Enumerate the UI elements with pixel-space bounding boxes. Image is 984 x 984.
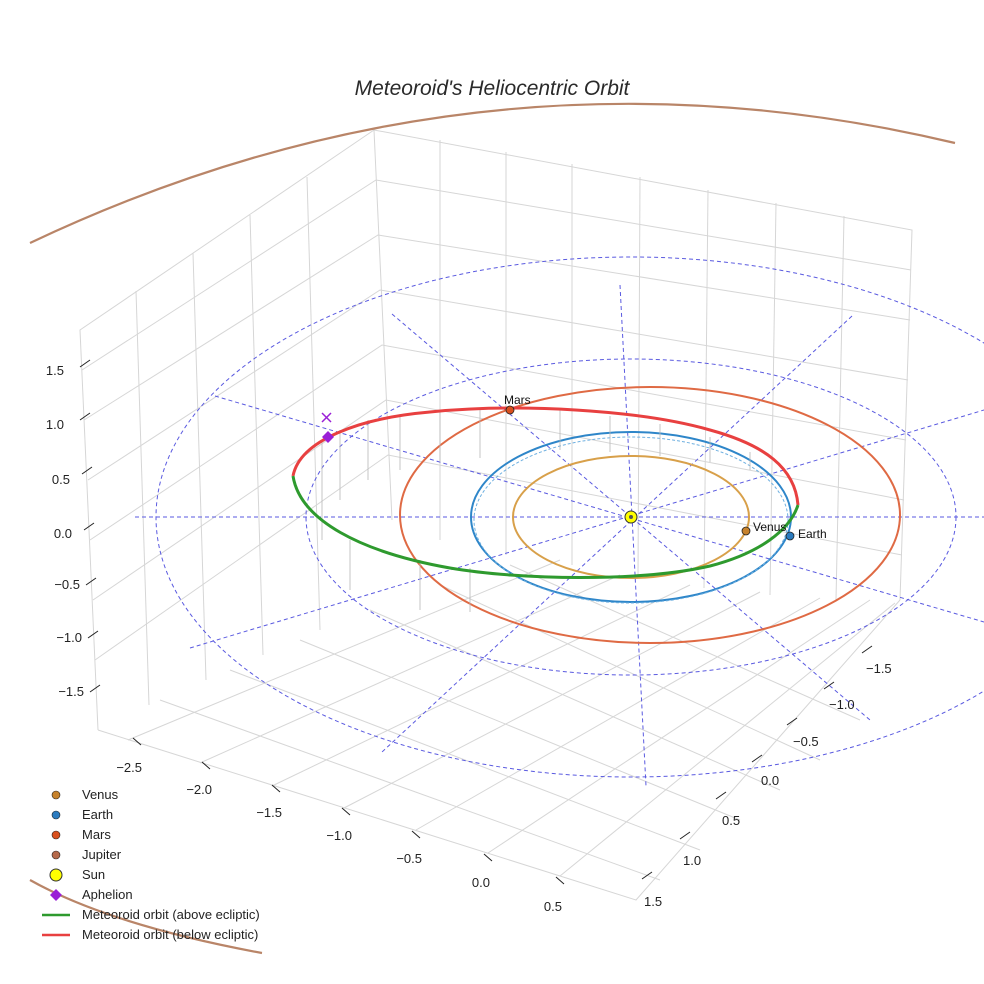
jupiter-orbit (29, 102, 956, 244)
venus-marker (741, 526, 751, 536)
x-tick-3: −1.5 (256, 805, 282, 820)
aphelion-marker (322, 431, 334, 443)
x-axis: −2.5 −2.0 −1.5 −1.0 −0.5 0.0 0.5 (116, 737, 565, 914)
z-tick-5: −0.5 (54, 577, 80, 592)
meteoroid-orbit-above-ecliptic (291, 475, 800, 579)
earth-orbit-trace (473, 436, 789, 604)
legend-label: Sun (82, 867, 105, 882)
legend-marker (51, 810, 61, 820)
earth-label: Earth (798, 527, 827, 541)
ecliptic-grid (135, 256, 984, 787)
x-tick-4: −1.0 (326, 828, 352, 843)
z-tick-4: 0.0 (54, 526, 72, 541)
mars-marker (505, 405, 515, 415)
legend-marker (51, 790, 61, 800)
legend-label: Meteoroid orbit (above ecliptic) (82, 907, 260, 922)
legend: Venus Earth Mars Jupiter Sun Aphelion Meteoroi… (42, 787, 260, 942)
legend-label: Aphelion (82, 887, 133, 902)
venus-label: Venus (753, 520, 786, 534)
x-tick-6: 0.0 (472, 875, 490, 890)
meteoroid-drop-lines (321, 408, 751, 612)
z-tick-3: 0.5 (52, 472, 70, 487)
x-tick-5: −0.5 (396, 851, 422, 866)
legend-item-aphelion: Aphelion (50, 887, 133, 902)
y-tick-7: 1.5 (644, 894, 662, 909)
mars-label: Mars (504, 393, 531, 407)
axis-panes (79, 129, 913, 901)
y-tick-3: −0.5 (793, 734, 819, 749)
legend-marker (50, 889, 62, 901)
chart-title: Meteoroid's Heliocentric Orbit (355, 77, 631, 100)
legend-label: Venus (82, 787, 119, 802)
legend-marker (49, 868, 63, 882)
legend-marker (51, 850, 61, 860)
legend-item-jupiter: Jupiter (51, 847, 122, 862)
jupiter-orbit-lower (29, 879, 263, 955)
x-tick-7: 0.5 (544, 899, 562, 914)
earth-marker (785, 531, 795, 541)
y-axis: −1.5 −1.0 −0.5 0.0 0.5 1.0 1.5 (641, 645, 892, 909)
z-tick-6: −1.0 (56, 630, 82, 645)
legend-item-meteoroid-orbit-below-ecliptic: Meteoroid orbit (below ecliptic) (42, 927, 258, 942)
legend-marker (51, 830, 61, 840)
y-tick-1: −1.5 (866, 661, 892, 676)
z-axis: 1.5 1.0 0.5 0.0 −0.5 −1.0 −1.5 (46, 359, 101, 699)
legend-item-sun: Sun (49, 867, 105, 882)
legend-item-earth: Earth (51, 807, 113, 822)
mars-orbit (399, 386, 901, 644)
z-tick-1: 1.5 (46, 363, 64, 378)
legend-label: Mars (82, 827, 111, 842)
sun (624, 510, 638, 524)
legend-label: Meteoroid orbit (below ecliptic) (82, 927, 258, 942)
z-tick-7: −1.5 (58, 684, 84, 699)
y-tick-5: 0.5 (722, 813, 740, 828)
y-tick-2: −1.0 (829, 697, 855, 712)
aphelion-projection-marker (321, 412, 332, 423)
legend-label: Jupiter (82, 847, 122, 862)
x-tick-1: −2.5 (116, 760, 142, 775)
meteoroid-orbit-below-ecliptic (291, 406, 800, 506)
x-tick-2: −2.0 (186, 782, 212, 797)
legend-item-meteoroid-orbit-above-ecliptic: Meteoroid orbit (above ecliptic) (42, 907, 260, 922)
z-tick-2: 1.0 (46, 417, 64, 432)
y-tick-6: 1.0 (683, 853, 701, 868)
legend-label: Earth (82, 807, 113, 822)
legend-item-venus: Venus (51, 787, 119, 802)
venus-orbit (512, 455, 750, 579)
legend-item-mars: Mars (51, 827, 111, 842)
y-tick-4: 0.0 (761, 773, 779, 788)
